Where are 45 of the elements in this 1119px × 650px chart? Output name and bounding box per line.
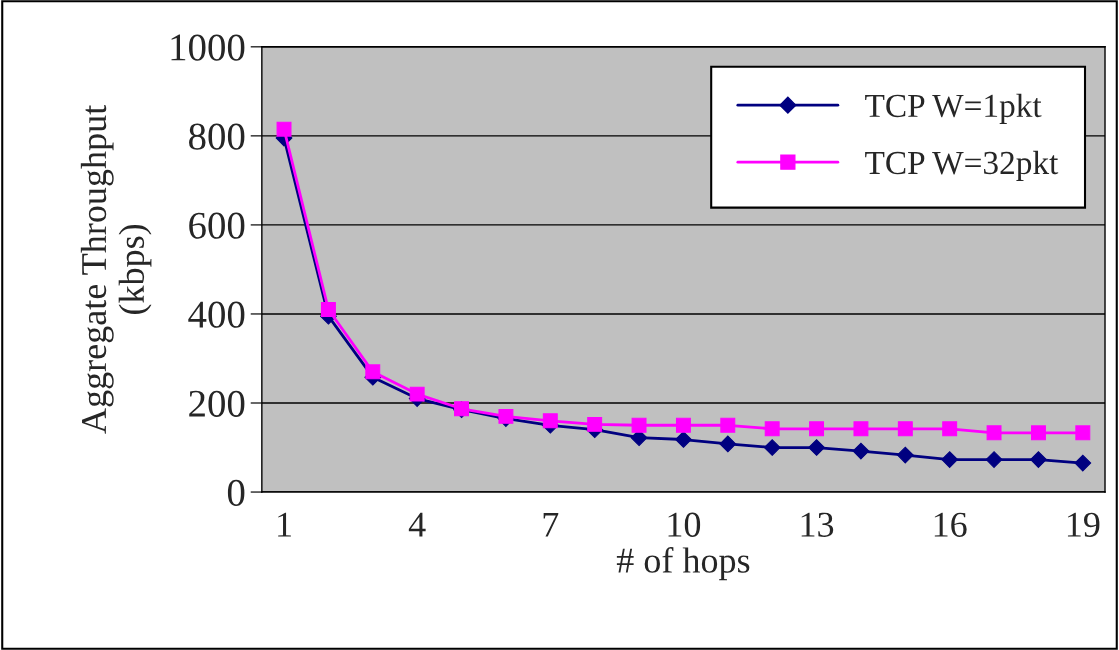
point bbox=[1075, 425, 1091, 441]
y-tick-label: 400 bbox=[188, 301, 245, 328]
point bbox=[852, 442, 870, 460]
x-tick-label: 19 bbox=[1067, 512, 1100, 537]
point bbox=[1030, 425, 1046, 441]
point bbox=[942, 421, 958, 437]
point bbox=[985, 451, 1003, 468]
point bbox=[587, 416, 603, 432]
point bbox=[853, 421, 869, 437]
point bbox=[320, 302, 336, 317]
y-tick-label: 0 bbox=[227, 479, 245, 506]
x-tick-label: 4 bbox=[408, 512, 426, 537]
point bbox=[542, 413, 558, 429]
x-tick-label: 7 bbox=[543, 512, 559, 537]
point bbox=[719, 435, 737, 453]
x-tick-label: 16 bbox=[934, 512, 967, 537]
x-tick-label: 13 bbox=[801, 512, 834, 537]
y-tick-label: 200 bbox=[189, 390, 245, 417]
point bbox=[498, 408, 514, 424]
point bbox=[1030, 451, 1047, 468]
point bbox=[365, 364, 381, 380]
y-axis-title: Aggregate Throughput (kbps) bbox=[80, 104, 152, 434]
point bbox=[631, 417, 647, 433]
point bbox=[986, 425, 1002, 441]
point bbox=[1074, 454, 1092, 472]
point bbox=[764, 421, 780, 437]
point bbox=[720, 417, 736, 433]
point bbox=[763, 439, 781, 456]
point bbox=[941, 451, 959, 468]
point bbox=[897, 421, 913, 437]
x-tick-label: 1 bbox=[278, 512, 291, 537]
point bbox=[675, 417, 691, 433]
x-axis-title: # of hops bbox=[616, 547, 750, 581]
x-tick-label: 10 bbox=[668, 512, 701, 537]
point bbox=[809, 421, 825, 437]
point bbox=[409, 386, 425, 402]
point bbox=[808, 439, 825, 456]
y-tick-label: 600 bbox=[189, 212, 245, 239]
y-tick-label: 1000 bbox=[171, 34, 245, 61]
point bbox=[896, 446, 914, 464]
legend-label: TCP W=1pkt bbox=[865, 93, 1042, 124]
point bbox=[675, 431, 692, 448]
point bbox=[276, 121, 292, 137]
y-tick-label: 800 bbox=[189, 123, 245, 150]
legend-label: TCP W=32pkt bbox=[865, 150, 1059, 181]
